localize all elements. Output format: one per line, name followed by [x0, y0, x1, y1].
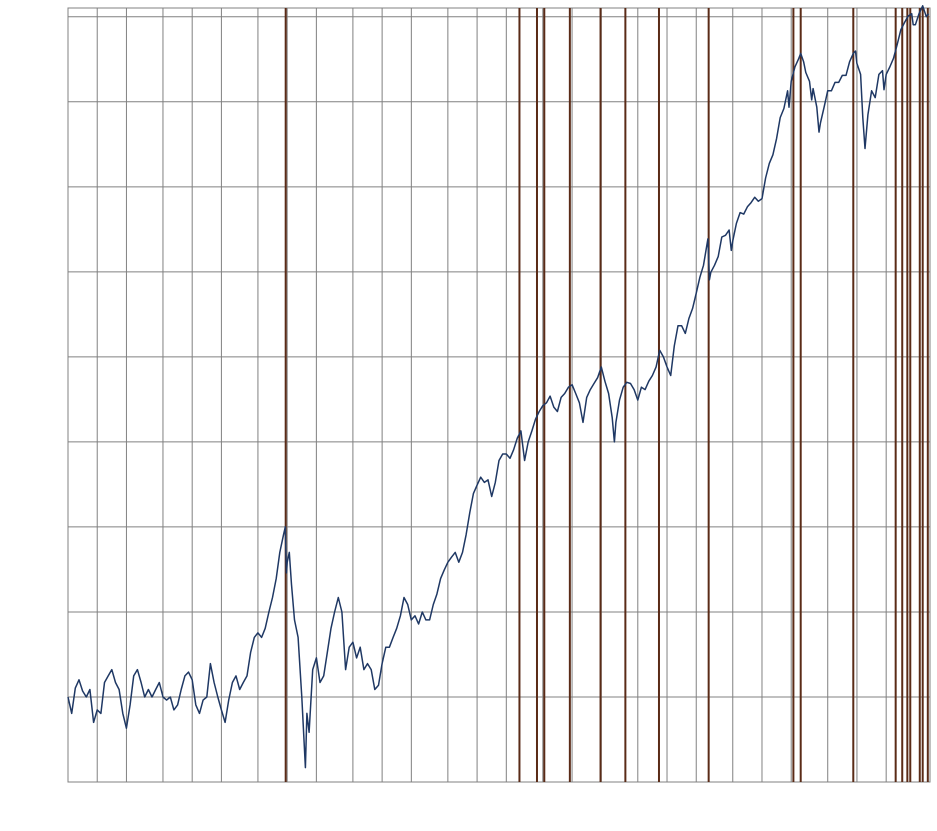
chart-svg: [0, 0, 937, 831]
chart-container: [0, 0, 937, 831]
